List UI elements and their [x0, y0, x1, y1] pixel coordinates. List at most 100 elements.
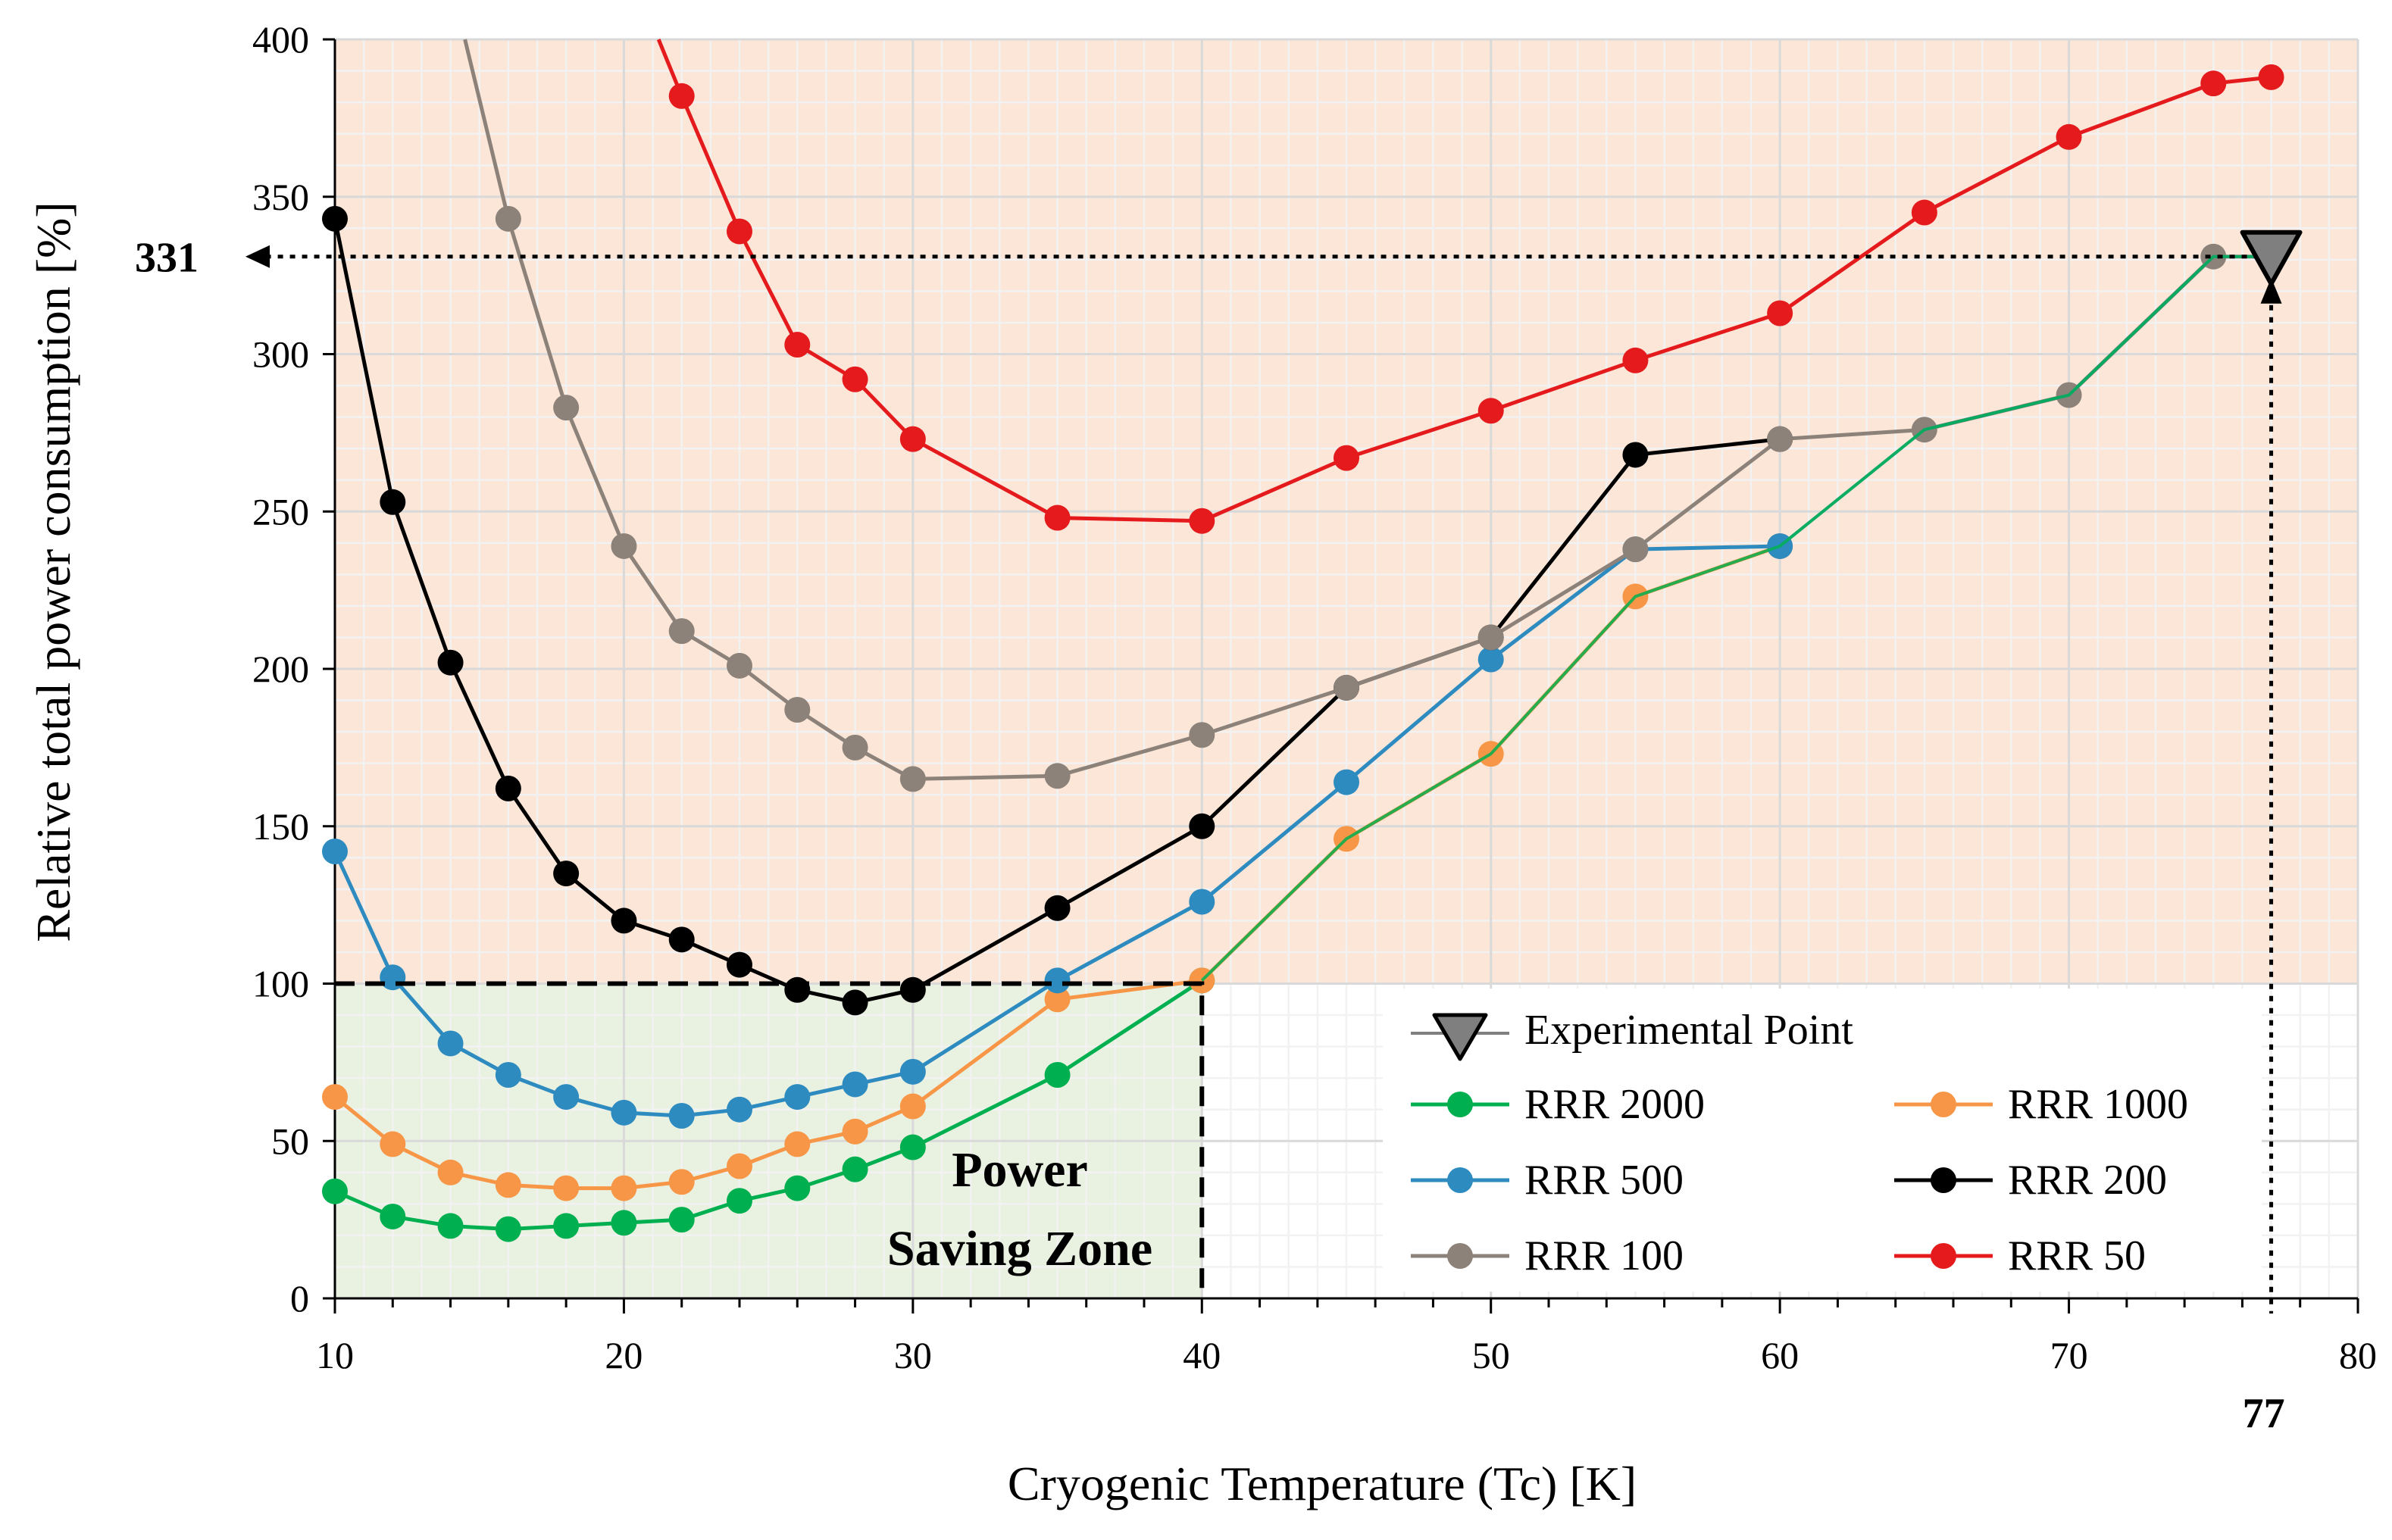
data-point-rrr-50 — [784, 332, 811, 358]
data-point-rrr-2000 — [727, 1188, 752, 1214]
y-tick-label: 400 — [252, 18, 309, 61]
data-point-rrr-2000 — [784, 1175, 811, 1201]
x-tick-label: 30 — [894, 1334, 932, 1376]
data-point-rrr-50 — [1477, 398, 1504, 424]
x-axis-title: Cryogenic Temperature (Tc) [K] — [1008, 1457, 1637, 1510]
x-tick-label: 60 — [1761, 1334, 1799, 1376]
data-point-rrr-100 — [1477, 624, 1504, 651]
data-point-rrr-500 — [1477, 646, 1504, 673]
data-point-rrr-50 — [2200, 70, 2227, 97]
y-tick-label: 100 — [252, 963, 309, 1005]
data-point-rrr-50 — [1767, 300, 1793, 326]
data-point-rrr-100 — [553, 395, 580, 421]
legend-marker-rrr-100 — [1447, 1243, 1473, 1269]
data-point-rrr-1000 — [380, 1131, 406, 1157]
power-saving-zone-label-line1: Power — [952, 1142, 1088, 1198]
data-point-rrr-500 — [611, 1099, 637, 1126]
data-point-rrr-500 — [437, 1030, 464, 1057]
data-point-rrr-200 — [784, 976, 811, 1003]
data-point-rrr-200 — [553, 861, 580, 887]
legend-marker-rrr-1000 — [1931, 1092, 1956, 1117]
y-tick-label: 350 — [252, 176, 309, 218]
data-point-rrr-200 — [1189, 813, 1215, 839]
data-point-rrr-2000 — [842, 1156, 868, 1182]
series — [322, 39, 2284, 1242]
data-point-rrr-100 — [1622, 536, 1649, 563]
data-point-rrr-50 — [2258, 64, 2284, 90]
data-point-rrr-50 — [668, 83, 695, 109]
data-point-rrr-200 — [611, 907, 637, 934]
legend-label-rrr-200: RRR 200 — [2008, 1157, 2167, 1204]
y-marker-label: 331 — [135, 235, 199, 282]
data-point-rrr-100 — [1334, 674, 1359, 701]
data-point-rrr-100 — [1189, 722, 1215, 748]
data-point-rrr-200 — [1044, 895, 1071, 921]
data-point-rrr-200 — [1622, 442, 1649, 468]
data-point-rrr-2000 — [1044, 1061, 1071, 1088]
data-point-rrr-50 — [1622, 347, 1649, 373]
data-point-rrr-100 — [668, 618, 695, 645]
data-point-rrr-50 — [842, 366, 868, 392]
data-point-rrr-50 — [1044, 504, 1071, 531]
legend-box — [1383, 989, 2262, 1292]
data-point-rrr-1000 — [437, 1159, 464, 1185]
data-point-rrr-1000 — [784, 1131, 811, 1157]
legend-label-rrr-50: RRR 50 — [2008, 1232, 2146, 1279]
legend-label-rrr-2000: RRR 2000 — [1524, 1081, 1705, 1128]
x-guide-arrow-icon — [2260, 277, 2282, 304]
data-point-rrr-50 — [1189, 508, 1215, 534]
data-point-rrr-500 — [553, 1084, 580, 1110]
data-point-rrr-100 — [842, 734, 868, 761]
data-point-rrr-100 — [899, 766, 926, 792]
x-tick-label: 50 — [1472, 1334, 1510, 1376]
series-line-rrr-50 — [656, 39, 2272, 523]
legend-label-experimental: Experimental Point — [1524, 1007, 1853, 1054]
data-point-rrr-100 — [727, 652, 752, 679]
y-tick-label: 0 — [290, 1277, 309, 1320]
data-point-rrr-200 — [899, 976, 926, 1003]
data-point-rrr-50 — [1334, 445, 1359, 471]
power-saving-zone-boundary — [335, 981, 1205, 1298]
x-tick-label: 80 — [2339, 1334, 2377, 1376]
y-tick-label: 250 — [252, 490, 309, 533]
data-point-rrr-1000 — [1044, 986, 1071, 1013]
data-point-rrr-1000 — [495, 1172, 521, 1198]
experimental-point-marker — [2240, 230, 2303, 286]
data-point-rrr-100 — [1767, 426, 1793, 452]
y-tick-label: 50 — [271, 1120, 309, 1162]
axes: 0 50 100 150 200 250 300 350 400 10 20 30 40 50 60 70 80 — [252, 18, 2377, 1376]
data-point-rrr-500 — [784, 1084, 811, 1110]
data-point-rrr-2000 — [380, 1203, 406, 1229]
data-point-rrr-200 — [727, 951, 752, 978]
data-point-rrr-500 — [1189, 889, 1215, 915]
data-point-rrr-200 — [380, 489, 406, 515]
y-tick-label: 150 — [252, 805, 309, 848]
annotations: 331 77 Power Saving Zone — [135, 230, 2303, 1437]
data-point-rrr-2000 — [553, 1213, 580, 1239]
data-point-rrr-50 — [899, 426, 926, 452]
data-point-rrr-500 — [1334, 769, 1359, 795]
data-point-rrr-500 — [727, 1096, 752, 1123]
y-tick-label: 200 — [252, 648, 309, 690]
legend: Experimental Point RRR 2000 RRR 1000 RRR 50… — [1383, 989, 2262, 1292]
data-point-rrr-1000 — [842, 1118, 868, 1145]
legend-marker-rrr-50 — [1931, 1243, 1956, 1269]
data-point-rrr-50 — [1911, 199, 1937, 226]
data-point-rrr-500 — [322, 838, 348, 864]
data-point-rrr-50 — [2056, 123, 2082, 150]
data-point-rrr-200 — [495, 775, 521, 801]
data-point-rrr-2000 — [611, 1210, 637, 1236]
x-tick-label: 20 — [605, 1334, 643, 1376]
data-point-rrr-1000 — [899, 1093, 926, 1120]
data-point-rrr-1000 — [611, 1175, 637, 1201]
data-point-rrr-100 — [784, 697, 811, 723]
data-point-rrr-2000 — [899, 1134, 926, 1160]
data-point-rrr-100 — [611, 533, 637, 559]
data-point-rrr-500 — [668, 1103, 695, 1129]
data-point-rrr-200 — [322, 205, 348, 232]
data-point-rrr-200 — [437, 649, 464, 676]
data-point-rrr-1000 — [553, 1175, 580, 1201]
data-point-rrr-2000 — [437, 1213, 464, 1239]
data-point-rrr-2000 — [668, 1207, 695, 1233]
